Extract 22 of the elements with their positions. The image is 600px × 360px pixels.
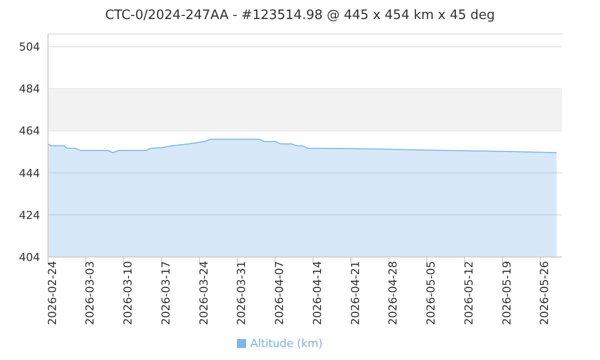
x-tick-label: 2026-03-24 [197, 261, 210, 325]
y-tick-label: 444 [19, 166, 40, 180]
x-tick-label: 2026-05-19 [500, 261, 514, 325]
y-tick-label: 464 [19, 124, 40, 138]
x-tick-label: 2026-04-07 [273, 261, 286, 325]
x-tick-label: 2026-05-05 [424, 261, 438, 325]
y-tick-label: 504 [19, 40, 40, 54]
y-tick-label: 404 [19, 250, 40, 264]
x-tick-label: 2026-03-03 [84, 261, 97, 325]
x-tick-label: 2026-04-21 [348, 261, 362, 325]
chart-title: CTC-0/2024-247AA - #123514.98 @ 445 x 454 km x 45 deg [104, 8, 496, 25]
x-tick-label: 2026-03-10 [122, 261, 135, 325]
x-tick-label: 2026-04-28 [386, 261, 400, 325]
x-tick-label: 2026-03-17 [159, 261, 172, 325]
y-tick-label: 484 [19, 82, 40, 96]
x-tick-label: 2026-02-24 [46, 261, 59, 325]
x-tick-label: 2026-05-26 [538, 261, 552, 325]
legend-label: Altitude (km) [250, 337, 323, 350]
x-tick-label: 2026-03-31 [235, 261, 248, 325]
x-tick-label: 2026-04-14 [310, 261, 324, 325]
y-tick-label: 424 [19, 208, 40, 222]
x-tick-label: 2026-05-12 [462, 261, 476, 325]
